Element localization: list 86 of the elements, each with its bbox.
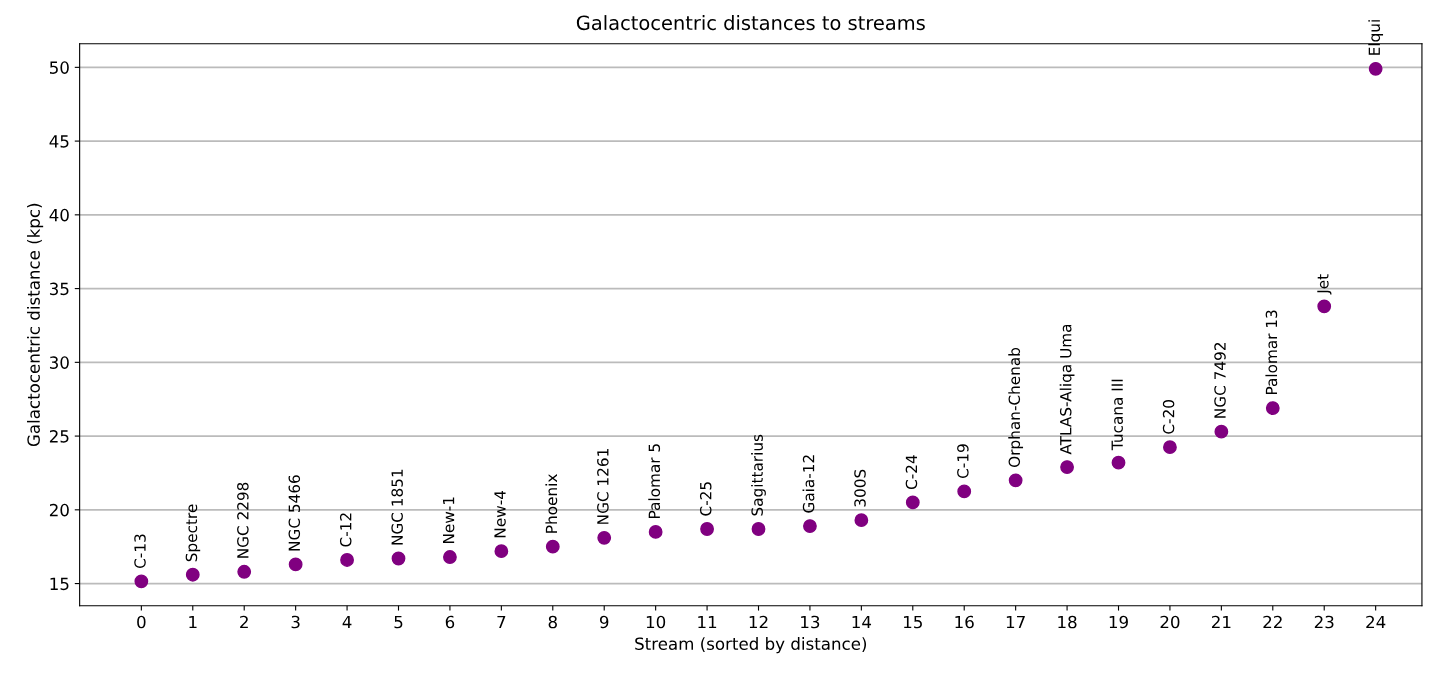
x-tick-label: 2: [240, 615, 248, 629]
x-tick-label: 4: [342, 615, 352, 629]
point: [443, 550, 457, 564]
x-tick-label: 21: [1211, 615, 1231, 629]
x-tick-label: 15: [904, 615, 922, 629]
annotation: Phoenix: [545, 474, 558, 533]
point: [700, 522, 714, 536]
y-axis-title: Galactocentric distance (kpc): [27, 203, 44, 447]
annotation: C-25: [699, 482, 712, 516]
y-tick-label: 20: [49, 503, 69, 517]
annotation: Orphan-Chenab: [1008, 347, 1024, 467]
annotation: C-13: [134, 534, 146, 569]
x-tick-label: 9: [599, 615, 609, 629]
x-tick-label: 1: [189, 615, 197, 629]
annotation: NGC 1851: [391, 469, 403, 545]
x-tick-label: 16: [955, 615, 974, 629]
annotation: C-12: [339, 513, 352, 547]
point: [391, 551, 406, 566]
x-tick-label: 11: [698, 615, 717, 629]
point: [185, 567, 200, 582]
x-tick-label: 20: [1160, 615, 1180, 629]
x-tick-label: 10: [646, 615, 666, 629]
annotation: Palomar 13: [1265, 310, 1278, 395]
point: [751, 522, 766, 536]
annotation: Palomar 5: [648, 444, 661, 518]
point: [288, 557, 303, 572]
point: [1214, 424, 1229, 439]
y-tick-label: 25: [49, 430, 69, 443]
point: [237, 564, 252, 579]
annotation: New-1: [443, 497, 455, 544]
x-tick-label: 22: [1263, 615, 1282, 629]
annotation: Jet: [1317, 274, 1332, 295]
point: [1317, 299, 1332, 314]
point: [803, 519, 817, 533]
x-tick-label: 14: [852, 615, 872, 629]
y-tick-label: 15: [50, 577, 69, 591]
point: [597, 530, 612, 545]
annotation: NGC 7492: [1214, 343, 1226, 418]
annotation: C-20: [1162, 400, 1175, 434]
y-tick-label: 30: [49, 356, 69, 369]
y-tick-label: 45: [49, 135, 69, 148]
point: [1163, 440, 1177, 455]
annotation: NGC 2298: [237, 482, 249, 558]
x-tick-label: 0: [137, 615, 146, 629]
annotation: New-4: [494, 490, 506, 538]
x-axis-title: Stream (sorted by distance): [635, 637, 867, 654]
x-tick-label: 17: [1006, 615, 1025, 629]
annotation: NGC 5466: [288, 475, 301, 551]
point: [854, 513, 869, 528]
point: [905, 495, 920, 510]
point: [340, 553, 354, 567]
annotation: ATLAS-Aliqa Uma: [1059, 324, 1075, 455]
x-tick-label: 3: [291, 615, 300, 629]
x-tick-label: 6: [445, 615, 455, 629]
x-tick-label: 5: [394, 615, 403, 629]
annotation: Sagittarius: [751, 434, 766, 516]
annotation: Tucana III: [1111, 379, 1123, 451]
annotation: Elqui: [1368, 20, 1384, 55]
x-tick-label: 7: [497, 615, 506, 629]
y-tick-label: 40: [49, 208, 69, 222]
annotation: Spectre: [185, 504, 201, 562]
x-tick-label: 24: [1366, 615, 1386, 629]
x-tick-label: 12: [749, 615, 768, 629]
annotation: Gaia-12: [802, 455, 815, 513]
x-tick-label: 23: [1314, 615, 1334, 629]
annotation: C-24: [905, 455, 918, 490]
x-tick-label: 18: [1058, 615, 1077, 629]
point: [1060, 460, 1074, 474]
y-tick-label: 50: [50, 61, 69, 74]
chart-title: Galactocentric distances to streams: [576, 15, 925, 31]
y-tick-label: 35: [49, 282, 69, 296]
point: [1008, 473, 1023, 488]
annotation: 300S: [854, 469, 866, 507]
point: [1368, 61, 1383, 76]
point: [1265, 401, 1280, 415]
annotation: NGC 1261: [597, 449, 609, 524]
point: [545, 539, 560, 554]
point: [494, 544, 509, 559]
annotation: C-19: [957, 444, 969, 479]
point: [1111, 455, 1126, 470]
point: [957, 484, 972, 499]
x-tick-label: 8: [548, 615, 557, 629]
x-tick-label: 19: [1109, 615, 1128, 629]
point: [134, 574, 149, 589]
point: [648, 525, 663, 539]
x-tick-label: 13: [801, 615, 820, 629]
